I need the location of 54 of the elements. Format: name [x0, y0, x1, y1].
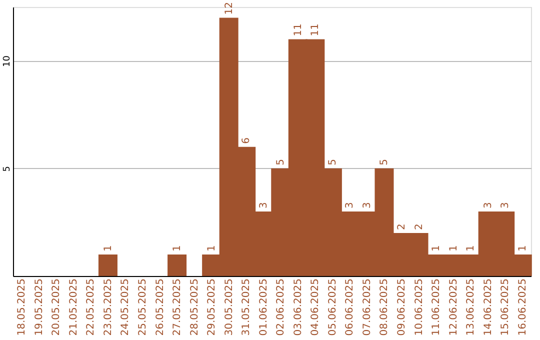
- data-label: 3: [500, 202, 512, 208]
- data-label: 12: [224, 2, 235, 15]
- x-tick-label: 02.06.2025: [276, 278, 287, 336]
- x-tick-label: 24.05.2025: [120, 278, 132, 336]
- x-tick-label: 20.05.2025: [51, 278, 62, 336]
- x-tick-label: 19.05.2025: [34, 278, 45, 336]
- x-tick-label: 03.06.2025: [292, 278, 304, 336]
- data-label: 5: [327, 159, 338, 166]
- x-tick-label: 04.06.2025: [310, 278, 322, 336]
- bar: [168, 254, 187, 276]
- x-tick-label: 01.06.2025: [258, 278, 270, 336]
- x-tick-label: 22.05.2025: [86, 278, 97, 336]
- data-label: 11: [310, 24, 322, 36]
- data-label: 2: [396, 224, 408, 230]
- data-label: 1: [517, 245, 528, 252]
- data-label: 3: [362, 202, 373, 208]
- x-tick-label: 21.05.2025: [68, 278, 80, 336]
- data-label: 5: [276, 159, 287, 166]
- data-label: 1: [206, 245, 218, 252]
- data-label: 2: [414, 224, 425, 230]
- x-tick-label: 07.06.2025: [362, 278, 373, 336]
- x-tick-label: 08.06.2025: [379, 278, 390, 336]
- data-label: 6: [241, 138, 252, 144]
- x-tick-label: 18.05.2025: [16, 278, 28, 336]
- data-label: 1: [431, 245, 442, 252]
- y-tick-label: 10: [2, 55, 12, 68]
- x-tick-label: 14.06.2025: [482, 278, 494, 336]
- data-label: 3: [482, 202, 494, 208]
- data-label: 1: [172, 245, 184, 252]
- x-tick-label: 10.06.2025: [414, 278, 425, 336]
- bar: [98, 254, 118, 276]
- x-tick-label: 23.05.2025: [102, 278, 114, 336]
- data-label: 3: [344, 202, 356, 208]
- x-tick-label: 28.05.2025: [189, 278, 200, 336]
- x-tick-label: 29.05.2025: [206, 278, 218, 336]
- x-tick-label: 26.05.2025: [154, 278, 166, 336]
- x-tick-label: 06.06.2025: [344, 278, 356, 336]
- x-tick-label: 05.06.2025: [327, 278, 338, 336]
- x-tick-label: 12.06.2025: [448, 278, 460, 336]
- data-label: 1: [466, 245, 477, 252]
- data-label: 5: [379, 159, 390, 166]
- x-tick-label: 15.06.2025: [500, 278, 512, 336]
- data-label: 1: [102, 245, 114, 252]
- x-tick-label: 16.06.2025: [517, 278, 528, 336]
- data-label: 1: [448, 245, 460, 252]
- x-tick-label: 27.05.2025: [172, 278, 184, 336]
- x-tick-label: 13.06.2025: [466, 278, 477, 336]
- data-label: 11: [292, 24, 304, 36]
- data-label: 3: [258, 202, 270, 208]
- x-tick-label: 25.05.2025: [138, 278, 148, 336]
- x-tick-label: 31.05.2025: [241, 278, 252, 336]
- x-tick-label: 11.06.2025: [431, 278, 442, 336]
- x-tick-label: 30.05.2025: [224, 278, 235, 336]
- x-tick-label: 09.06.2025: [396, 278, 408, 336]
